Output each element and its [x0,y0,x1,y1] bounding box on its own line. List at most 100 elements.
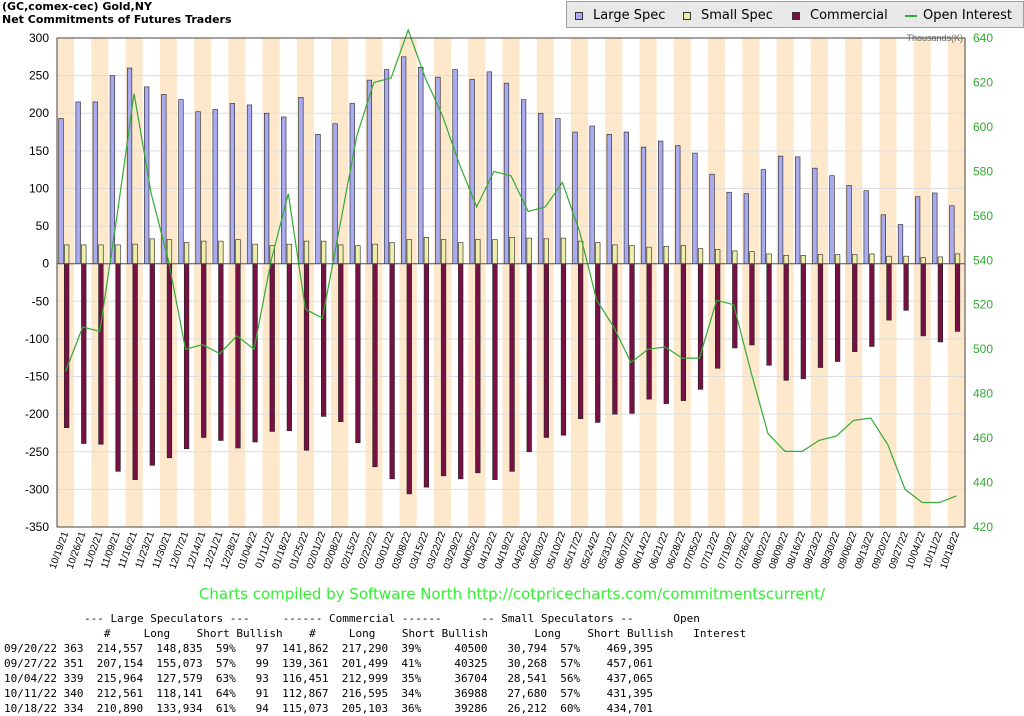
bar-large-spec [777,155,784,264]
y-left-tick-label: 0 [42,257,49,271]
bar-large-spec [606,133,612,264]
bar-large-spec [315,133,321,264]
bar-commercial [475,263,481,474]
bar-small-spec [201,240,207,264]
legend-swatch-open-interest [905,15,917,17]
bar-large-spec [58,118,64,264]
y-left-tick-label: 200 [29,106,49,120]
y-left-tick-label: 100 [29,181,49,195]
table-row: 09/20/22 363 214,557 148,835 59% 97 141,… [4,642,654,655]
bar-commercial [903,263,909,311]
y-left-tick-label: -200 [25,407,49,421]
bar-small-spec [543,238,549,264]
plot-frame [56,37,966,528]
cot-chart: 300250200150100500-50-100-150-200-250-30… [25,28,993,571]
bar-small-spec [303,240,310,264]
bar-small-spec [338,244,344,264]
bar-small-spec [423,237,430,264]
y-right-tick-label: 520 [973,298,993,312]
y-right-tick-label: 540 [973,253,993,267]
bar-commercial [732,263,738,349]
bar-large-spec [915,196,921,264]
bar-commercial [166,263,173,459]
bar-large-spec [640,146,647,264]
table-row: 09/27/22 351 207,154 155,073 57% 99 139,… [4,657,654,670]
bar-small-spec [680,245,687,264]
bar-small-spec [115,244,121,264]
bar-large-spec [469,79,475,264]
bar-commercial [389,263,395,480]
bar-small-spec [458,242,464,264]
bar-small-spec [697,248,704,264]
bar-commercial [149,263,155,466]
bar-large-spec [863,190,869,264]
bar-commercial [252,263,258,443]
bar-large-spec [846,185,852,264]
bar-large-spec [383,69,390,264]
bar-large-spec [75,101,81,264]
bar-commercial [749,263,755,346]
bar-commercial [303,263,310,451]
legend: Large Spec Small Spec Commercial Open In… [566,1,1024,28]
bar-small-spec [475,239,481,264]
bar-large-spec [880,214,886,264]
bar-commercial [355,263,361,444]
y-right-tick-label: 620 [973,75,993,89]
bar-small-spec [509,237,515,264]
y-left-tick-label: -150 [25,370,49,384]
y-left-tick-label: 50 [36,219,50,233]
y-right-unit-label: Thousands(K) [906,33,963,43]
bar-large-spec [349,103,355,264]
open-interest-line [65,28,957,504]
bar-small-spec [954,253,961,264]
bar-large-spec [709,173,715,264]
bar-commercial [423,263,430,488]
bar-small-spec [355,245,361,264]
bar-small-spec [715,249,721,264]
bar-small-spec [218,240,224,264]
bar-commercial [680,263,687,401]
bar-commercial [64,263,70,428]
bar-small-spec [64,244,70,264]
bar-small-spec [235,239,241,264]
bar-commercial [595,263,601,423]
legend-label-open-interest: Open Interest [923,8,1012,23]
bar-small-spec [98,244,104,264]
bar-large-spec [726,191,732,264]
y-right-tick-label: 500 [973,342,993,356]
legend-label-commercial: Commercial [810,8,888,23]
bar-commercial [954,263,961,332]
bar-small-spec [560,237,567,264]
bar-large-spec [658,140,664,264]
table-row: 10/18/22 334 210,890 133,934 61% 94 115,… [4,702,654,715]
bar-commercial [338,263,344,422]
bar-large-spec [503,82,510,264]
bar-commercial [201,263,207,438]
bar-small-spec [595,242,601,264]
bar-small-spec [149,238,155,264]
bar-large-spec [623,131,629,264]
bar-commercial [543,263,549,438]
y-right-tick-label: 440 [973,476,993,490]
bar-commercial [766,263,772,366]
bar-small-spec [920,257,926,264]
y-left-tick-label: -250 [25,445,49,459]
y-right-tick-label: 460 [973,431,993,445]
bar-commercial [646,263,652,400]
legend-label-large-spec: Large Spec [593,8,666,23]
bar-small-spec [663,246,669,264]
bar-large-spec [538,112,544,264]
bar-large-spec [229,103,235,264]
bar-large-spec [795,156,801,264]
bar-commercial [920,263,926,337]
bar-small-spec [834,254,841,264]
chart-title-line1: (GC,comex-cec) Gold,NY [2,0,152,13]
bar-small-spec [286,243,292,264]
legend-swatch-small-spec [683,12,691,20]
bar-commercial [629,263,635,414]
legend-swatch-commercial [792,12,800,20]
bar-small-spec [629,245,635,264]
bar-commercial [406,263,412,495]
bar-small-spec [646,246,652,264]
bar-large-spec [829,175,835,264]
